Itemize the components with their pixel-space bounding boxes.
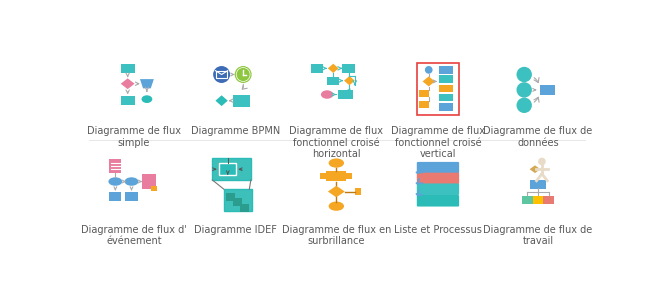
Bar [439, 75, 453, 83]
Bar [216, 70, 227, 78]
Text: Liste et Processus: Liste et Processus [394, 225, 482, 235]
Bar [311, 64, 323, 73]
Bar [522, 196, 533, 204]
FancyArrowPatch shape [534, 97, 539, 102]
Text: Diagramme de flux
fonctionnel croisé
horizontal: Diagramme de flux fonctionnel croisé hor… [289, 126, 383, 159]
Bar [342, 64, 355, 73]
Bar [355, 188, 361, 195]
Ellipse shape [328, 158, 344, 168]
Circle shape [516, 67, 532, 82]
Text: Diagramme de flux de
données: Diagramme de flux de données [484, 126, 593, 148]
Bar [320, 173, 327, 179]
FancyBboxPatch shape [417, 195, 459, 207]
Circle shape [237, 68, 250, 81]
Bar [543, 196, 555, 204]
Bar [539, 85, 555, 95]
Text: Diagramme BPMN: Diagramme BPMN [191, 126, 280, 136]
Bar [212, 158, 251, 180]
FancyArrowPatch shape [417, 179, 422, 184]
Ellipse shape [141, 95, 152, 103]
Polygon shape [422, 76, 435, 86]
Bar [346, 173, 353, 179]
Bar [109, 191, 122, 201]
Bar [233, 94, 250, 107]
Bar [219, 163, 237, 176]
Bar [121, 64, 135, 73]
Bar [439, 66, 453, 74]
Bar [143, 174, 156, 189]
Text: Diagramme de flux
simple: Diagramme de flux simple [87, 126, 181, 148]
Bar [439, 103, 453, 111]
Text: Diagramme IDEF: Diagramme IDEF [194, 225, 277, 235]
Polygon shape [530, 165, 540, 173]
FancyArrowPatch shape [242, 84, 247, 89]
Polygon shape [140, 79, 154, 88]
Circle shape [516, 82, 532, 98]
Text: Diagramme de flux d'
événement: Diagramme de flux d' événement [81, 225, 187, 246]
Circle shape [538, 158, 546, 165]
FancyBboxPatch shape [417, 184, 459, 195]
Bar [419, 90, 429, 97]
Bar [240, 204, 249, 212]
Bar [338, 90, 353, 99]
FancyArrowPatch shape [417, 168, 422, 173]
Bar [417, 63, 459, 115]
Bar [530, 180, 546, 189]
FancyArrowPatch shape [417, 190, 422, 195]
Polygon shape [328, 186, 345, 197]
Text: Diagramme de flux en
surbrillance: Diagramme de flux en surbrillance [282, 225, 391, 246]
Circle shape [425, 66, 432, 74]
Ellipse shape [108, 177, 122, 186]
Circle shape [235, 66, 252, 83]
Text: Diagramme de flux de
travail: Diagramme de flux de travail [484, 225, 593, 246]
Ellipse shape [321, 90, 333, 99]
Bar [439, 85, 453, 92]
Ellipse shape [328, 202, 344, 211]
Bar [226, 193, 235, 201]
Bar [419, 101, 429, 108]
FancyArrowPatch shape [534, 78, 539, 82]
Bar [233, 199, 242, 206]
Ellipse shape [125, 177, 139, 186]
Polygon shape [344, 76, 355, 85]
Bar [109, 159, 122, 173]
Polygon shape [328, 64, 338, 73]
Bar [125, 191, 138, 201]
Polygon shape [215, 95, 228, 106]
Bar [439, 94, 453, 101]
FancyBboxPatch shape [417, 162, 459, 173]
FancyBboxPatch shape [417, 173, 459, 184]
Bar [224, 189, 252, 211]
Circle shape [213, 66, 230, 83]
Bar [327, 77, 340, 85]
Bar [151, 186, 156, 191]
Polygon shape [121, 78, 135, 89]
Bar [121, 96, 135, 105]
Bar [327, 171, 346, 181]
Text: Diagramme de flux
fonctionnel croisé
vertical: Diagramme de flux fonctionnel croisé ver… [391, 126, 485, 159]
Circle shape [516, 98, 532, 113]
Bar [533, 196, 543, 204]
